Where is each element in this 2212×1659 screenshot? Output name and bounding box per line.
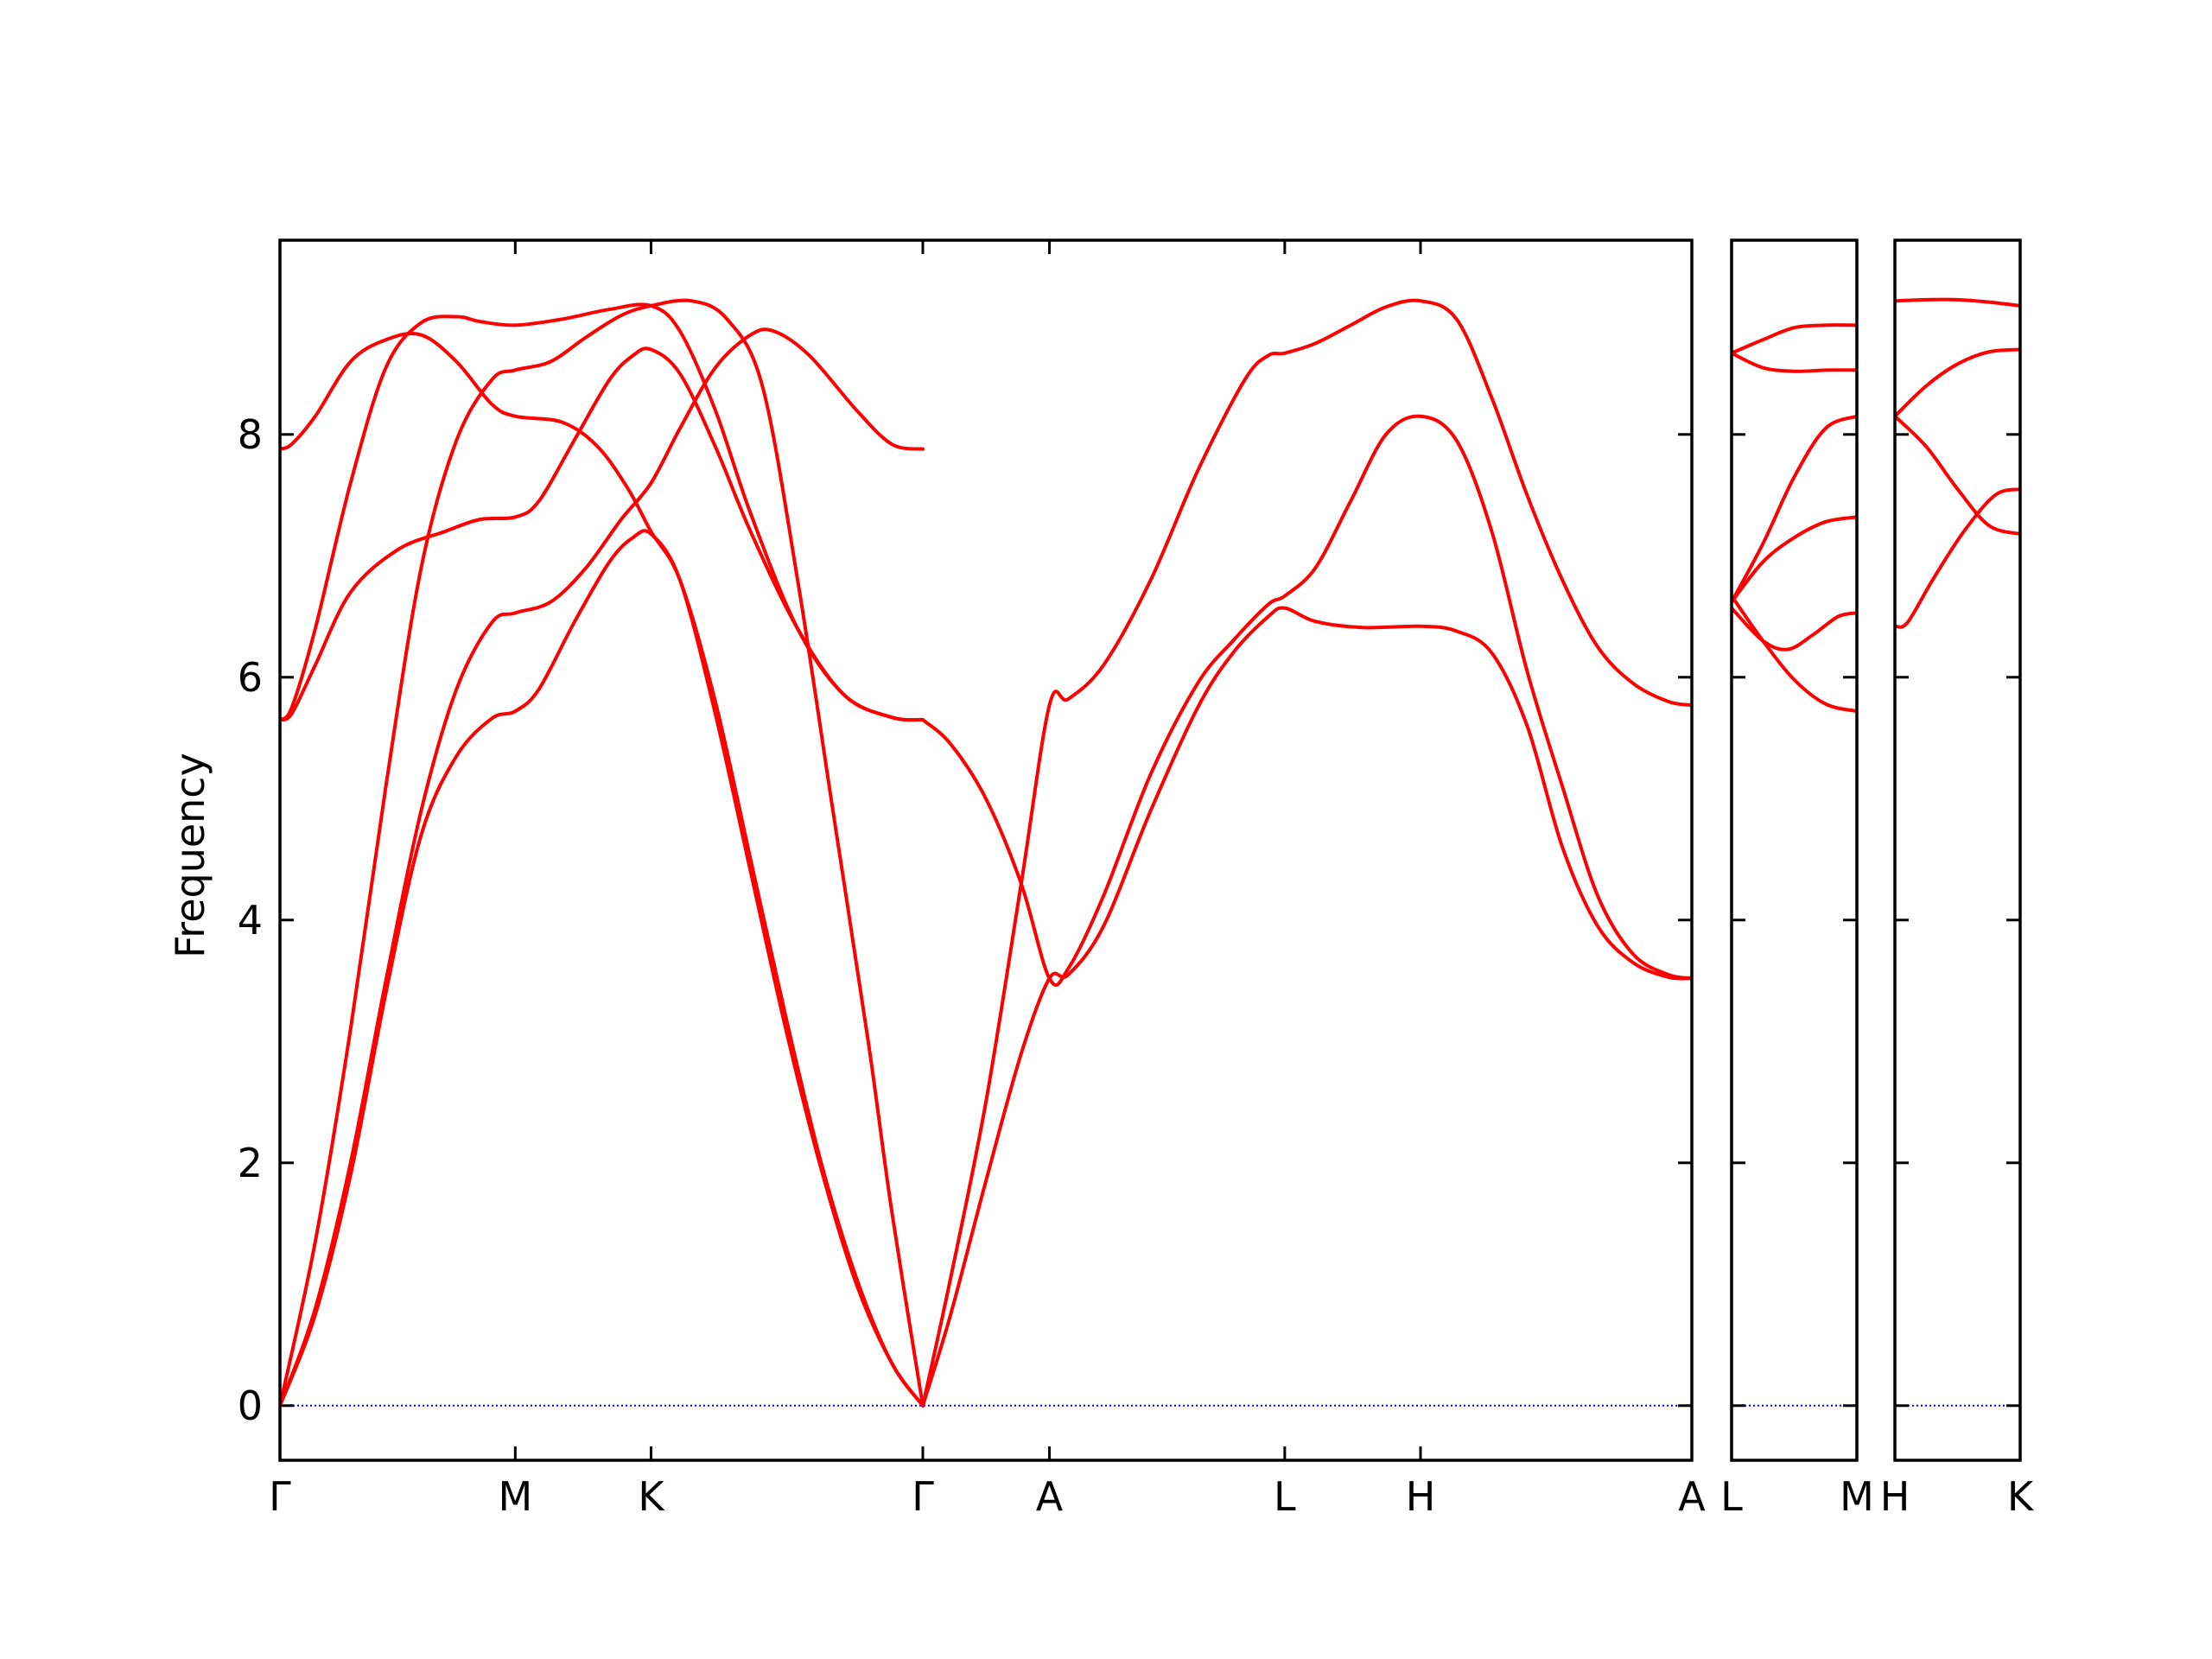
x-tick-label: A (1678, 1473, 1706, 1520)
band-line (280, 327, 925, 1408)
band-line (921, 298, 1692, 1408)
band-series-group (280, 298, 1692, 1408)
band-line (1732, 351, 1857, 373)
band-line (280, 331, 925, 1408)
band-line (921, 606, 1692, 1408)
x-tick-label: M (498, 1473, 532, 1520)
x-tick-label: Γ (912, 1473, 934, 1520)
y-tick-label: 0 (238, 1382, 263, 1429)
band-line (280, 346, 925, 722)
band-line (280, 298, 925, 1408)
band-series-group (1732, 323, 1857, 714)
band-line (280, 302, 925, 722)
y-axis-label: Frequency (167, 753, 213, 958)
y-tick-label: 8 (238, 411, 263, 458)
y-tick-label: 4 (238, 897, 263, 944)
x-tick-label: Γ (269, 1473, 291, 1520)
band-line (1732, 515, 1857, 604)
panel-frame (1893, 238, 2022, 1462)
x-tick-label: M (1840, 1473, 1874, 1520)
x-tick-label: K (2007, 1473, 2035, 1520)
x-tick-label: L (1720, 1473, 1743, 1520)
band-series-group (1895, 297, 2020, 629)
band-line (1895, 347, 2020, 418)
panel-frame (278, 238, 1694, 1462)
band-line (1732, 594, 1857, 714)
y-tick-label: 6 (238, 654, 263, 701)
x-tick-label: K (638, 1473, 665, 1520)
band-line (1895, 487, 2020, 629)
x-tick-label: H (1406, 1473, 1436, 1520)
panel-main: Γ M K Γ A L H A 0 2 4 6 8 (238, 238, 1706, 1520)
y-tick-label: 2 (238, 1140, 263, 1186)
x-tick-label: H (1880, 1473, 1910, 1520)
panel-frame (1730, 238, 1859, 1462)
band-line (1732, 606, 1857, 652)
band-line (1895, 297, 2020, 308)
band-line (1732, 414, 1857, 604)
band-line (1895, 414, 2020, 536)
x-tick-label: L (1274, 1473, 1296, 1520)
band-line (921, 414, 1692, 988)
band-line (280, 529, 925, 1408)
x-tick-label: A (1036, 1473, 1064, 1520)
band-line (1732, 323, 1857, 355)
